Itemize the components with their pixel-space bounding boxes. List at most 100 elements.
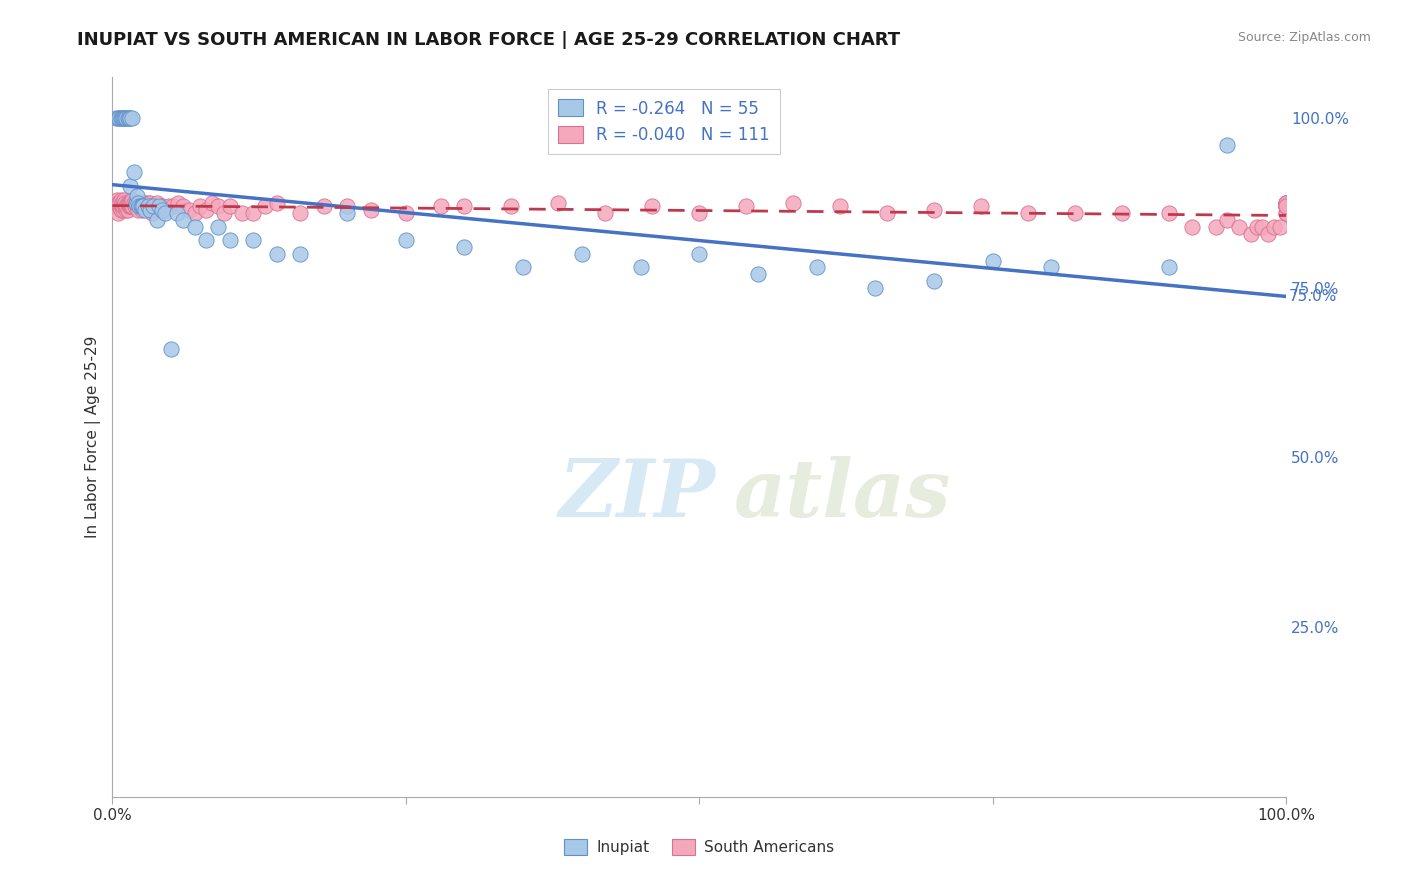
- Point: [122, 196, 145, 211]
- Point: [132, 199, 155, 213]
- Point: [336, 206, 359, 220]
- Point: [177, 202, 200, 217]
- Point: [1216, 213, 1239, 227]
- Point: [547, 196, 569, 211]
- Point: [266, 196, 288, 211]
- Point: [110, 111, 132, 125]
- Point: [118, 111, 141, 125]
- Point: [117, 202, 139, 217]
- Point: [630, 260, 652, 275]
- Point: [166, 206, 188, 220]
- Point: [430, 199, 453, 213]
- Point: [1246, 219, 1268, 234]
- Point: [1275, 199, 1298, 213]
- Point: [1216, 138, 1239, 153]
- Point: [242, 206, 264, 220]
- Point: [146, 196, 169, 211]
- Point: [1275, 196, 1298, 211]
- Point: [571, 247, 593, 261]
- Point: [172, 199, 194, 213]
- Point: [1157, 206, 1180, 220]
- Point: [782, 196, 804, 211]
- Point: [139, 196, 162, 211]
- Point: [1040, 260, 1063, 275]
- Point: [108, 199, 131, 213]
- Point: [512, 260, 534, 275]
- Point: [167, 196, 190, 211]
- Point: [160, 342, 183, 356]
- Point: [242, 233, 264, 247]
- Point: [148, 202, 170, 217]
- Point: [125, 196, 148, 211]
- Point: [108, 196, 131, 211]
- Point: [114, 111, 136, 125]
- Point: [104, 199, 127, 213]
- Point: [115, 111, 138, 125]
- Point: [129, 199, 152, 213]
- Point: [120, 199, 142, 213]
- Point: [111, 199, 134, 213]
- Point: [970, 199, 993, 213]
- Text: INUPIAT VS SOUTH AMERICAN IN LABOR FORCE | AGE 25-29 CORRELATION CHART: INUPIAT VS SOUTH AMERICAN IN LABOR FORCE…: [77, 31, 900, 49]
- Point: [118, 196, 141, 211]
- Point: [501, 199, 523, 213]
- Point: [114, 196, 136, 211]
- Point: [1275, 199, 1298, 213]
- Point: [1205, 219, 1227, 234]
- Point: [981, 253, 1004, 268]
- Point: [1157, 260, 1180, 275]
- Point: [212, 206, 235, 220]
- Point: [1275, 199, 1298, 213]
- Point: [107, 196, 129, 211]
- Point: [105, 193, 128, 207]
- Point: [118, 199, 141, 213]
- Point: [118, 179, 141, 194]
- Point: [128, 199, 150, 213]
- Point: [146, 213, 169, 227]
- Point: [207, 199, 229, 213]
- Point: [218, 233, 240, 247]
- Point: [115, 202, 138, 217]
- Text: Source: ZipAtlas.com: Source: ZipAtlas.com: [1237, 31, 1371, 45]
- Point: [124, 199, 146, 213]
- Y-axis label: In Labor Force | Age 25-29: In Labor Force | Age 25-29: [86, 336, 101, 538]
- Point: [1275, 199, 1298, 213]
- Point: [1063, 206, 1085, 220]
- Point: [922, 202, 945, 217]
- Point: [125, 199, 148, 213]
- Point: [1275, 196, 1298, 211]
- Point: [125, 189, 148, 203]
- Point: [360, 202, 382, 217]
- Point: [136, 199, 159, 213]
- Point: [112, 111, 135, 125]
- Point: [453, 240, 475, 254]
- Text: atlas: atlas: [734, 456, 952, 533]
- Point: [114, 199, 136, 213]
- Point: [288, 247, 311, 261]
- Point: [111, 199, 134, 213]
- Point: [141, 206, 163, 220]
- Point: [231, 206, 253, 220]
- Point: [288, 206, 311, 220]
- Point: [111, 196, 134, 211]
- Point: [172, 213, 194, 227]
- Point: [125, 196, 148, 211]
- Point: [111, 111, 134, 125]
- Text: ZIP: ZIP: [558, 456, 716, 533]
- Point: [1257, 227, 1279, 241]
- Point: [127, 196, 149, 211]
- Point: [1275, 206, 1298, 220]
- Point: [134, 196, 156, 211]
- Point: [155, 206, 177, 220]
- Point: [108, 111, 131, 125]
- Point: [876, 206, 898, 220]
- Point: [104, 196, 127, 211]
- Point: [107, 206, 129, 220]
- Point: [1251, 219, 1274, 234]
- Point: [118, 199, 141, 213]
- Point: [688, 206, 710, 220]
- Point: [122, 165, 145, 179]
- Point: [132, 199, 155, 213]
- Point: [135, 199, 157, 213]
- Point: [162, 199, 184, 213]
